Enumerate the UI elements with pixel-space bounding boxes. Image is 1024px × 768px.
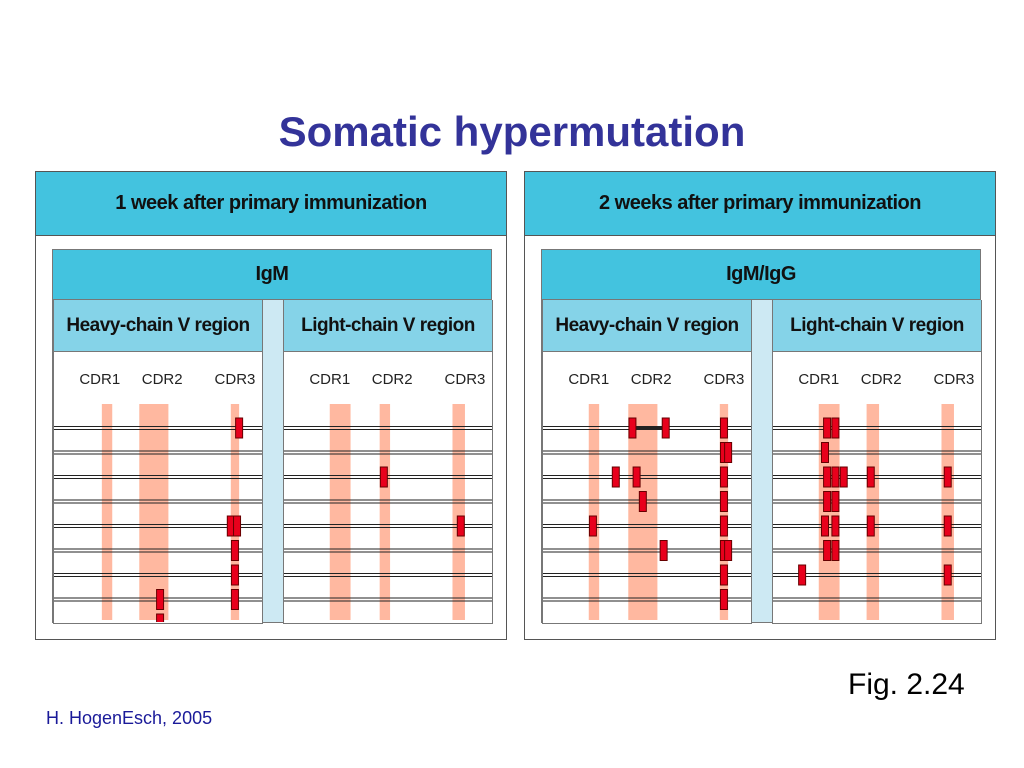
light-chain-box: Light-chain V region CDR1 CDR2 CDR3 xyxy=(772,300,982,624)
figure-reference: Fig. 2.24 xyxy=(848,668,965,701)
chain-label: Heavy-chain V region xyxy=(54,300,262,352)
panel-1-week: 1 week after primary immunization IgM He… xyxy=(35,171,507,640)
antibody-class-label: IgM xyxy=(53,250,491,300)
antibody-class-box: IgM/IgG Heavy-chain V region CDR1 CDR2 CDR… xyxy=(541,249,982,624)
heavy-chain-diagram: CDR1 CDR2 CDR3 xyxy=(543,371,751,620)
mutation-mark xyxy=(943,564,952,586)
mutation-mark xyxy=(821,442,829,463)
panel-header: 1 week after primary immunization xyxy=(36,172,506,236)
cdr-label-cdr2: CDR2 xyxy=(142,371,183,388)
mutation-mark xyxy=(823,491,832,512)
mutation-mark xyxy=(230,540,239,561)
cdr-label-cdr1: CDR1 xyxy=(798,371,839,388)
mutation-mark xyxy=(719,515,728,537)
mutation-mark xyxy=(230,589,239,610)
mutation-mark xyxy=(156,589,165,610)
panel-2-weeks: 2 weeks after primary immunization IgM/I… xyxy=(524,171,996,640)
chain-label: Light-chain V region xyxy=(284,300,492,352)
mutation-mark xyxy=(831,540,840,561)
mutation-mark xyxy=(661,417,670,439)
mutation-mark xyxy=(724,442,733,463)
mutation-mark xyxy=(866,515,875,537)
mutation-mark xyxy=(628,417,637,439)
mutation-mark xyxy=(659,540,668,561)
cdr-label-cdr1: CDR1 xyxy=(309,371,350,388)
mutation-mark xyxy=(379,466,388,488)
mutation-mark xyxy=(831,515,840,537)
cdr-label-cdr3: CDR3 xyxy=(934,371,975,388)
cdr-label-cdr1: CDR1 xyxy=(79,371,120,388)
mutation-mark xyxy=(156,613,165,622)
mutation-mark xyxy=(588,515,597,537)
cdr-label-cdr3: CDR3 xyxy=(215,371,256,388)
mutation-mark xyxy=(632,466,641,488)
cdr-band-cdr2 xyxy=(379,404,391,620)
mutation-mark xyxy=(230,564,239,586)
cdr-label-cdr3: CDR3 xyxy=(704,371,745,388)
mutation-mark xyxy=(821,515,829,537)
cdr-label-cdr2: CDR2 xyxy=(861,371,902,388)
cdr-label-cdr2: CDR2 xyxy=(631,371,672,388)
mutation-mark xyxy=(724,540,733,561)
cdr-label-cdr1: CDR1 xyxy=(568,371,609,388)
cdr-label-cdr3: CDR3 xyxy=(445,371,486,388)
light-chain-box: Light-chain V region CDR1 CDR2 CDR3 xyxy=(283,300,493,624)
cdr-band-cdr3 xyxy=(452,404,465,620)
heavy-chain-diagram: CDR1 CDR2 CDR3 xyxy=(54,371,262,622)
mutation-mark xyxy=(719,491,728,512)
cdr-band-cdr1 xyxy=(588,404,600,620)
cdr-band-cdr2 xyxy=(139,404,169,620)
chain-label: Light-chain V region xyxy=(773,300,981,352)
light-chain-diagram: CDR1 CDR2 CDR3 xyxy=(284,371,492,620)
cdr-band-cdr3 xyxy=(230,404,240,620)
mutation-mark xyxy=(831,491,840,512)
chain-label: Heavy-chain V region xyxy=(543,300,751,352)
mutation-mark xyxy=(233,515,242,537)
mutation-mark xyxy=(831,466,840,488)
mutation-mark xyxy=(943,515,952,537)
mutation-mark xyxy=(866,466,875,488)
mutation-mark xyxy=(719,589,728,610)
antibody-class-box: IgM Heavy-chain V region CDR1 CDR2 CDR3 Li… xyxy=(52,249,493,624)
cdr-band-cdr1 xyxy=(101,404,113,620)
mutation-mark xyxy=(823,466,832,488)
mutation-mark xyxy=(719,417,728,439)
author-credit: H. HogenEsch, 2005 xyxy=(46,708,213,728)
cdr-band-cdr2 xyxy=(866,404,880,620)
mutation-mark xyxy=(839,466,848,488)
mutation-mark xyxy=(719,466,728,488)
mutation-mark xyxy=(943,466,952,488)
mutation-mark xyxy=(798,564,807,586)
mutation-mark xyxy=(719,564,728,586)
heavy-chain-box: Heavy-chain V region CDR1 CDR2 CDR3 xyxy=(542,300,752,624)
mutation-mark xyxy=(235,417,244,439)
heavy-chain-box: Heavy-chain V region CDR1 CDR2 CDR3 xyxy=(53,300,263,624)
panel-header: 2 weeks after primary immunization xyxy=(525,172,995,236)
mutation-mark xyxy=(823,417,832,439)
antibody-class-label: IgM/IgG xyxy=(542,250,980,300)
slide-title: Somatic hypermutation xyxy=(278,108,746,155)
mutation-mark xyxy=(456,515,465,537)
light-chain-diagram: CDR1 CDR2 CDR3 xyxy=(773,371,981,620)
mutation-mark xyxy=(638,491,647,512)
cdr-band-cdr3 xyxy=(941,404,954,620)
mutation-mark xyxy=(831,417,840,439)
mutation-mark xyxy=(611,466,620,488)
mutation-mark xyxy=(823,540,832,561)
cdr-label-cdr2: CDR2 xyxy=(372,371,413,388)
cdr-band-cdr1 xyxy=(329,404,351,620)
